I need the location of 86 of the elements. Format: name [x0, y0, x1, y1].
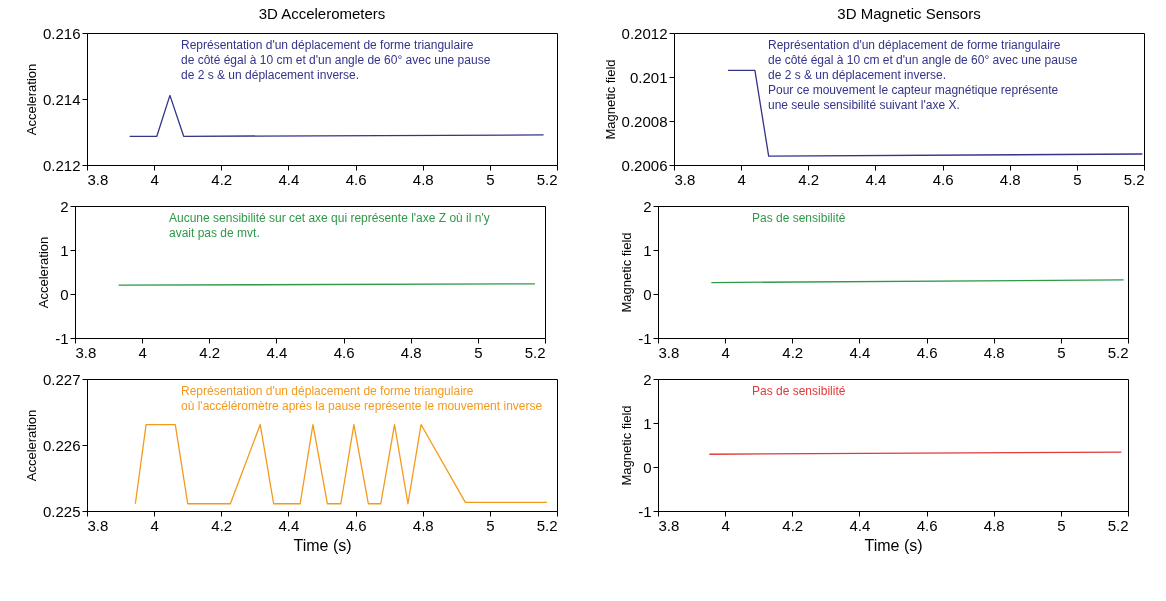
x-tick-label: 5 [1057, 516, 1066, 534]
chart-title: 3D Magnetic Sensors [837, 5, 981, 22]
y-axis-title: Acceleration [23, 409, 39, 482]
y-axis-title: Acceleration [36, 236, 52, 309]
x-tick-label: 3.8 [658, 343, 680, 361]
y-axis-title: Magnetic field [619, 232, 635, 313]
y-tick-label: 0.212 [42, 156, 81, 174]
y-tick-label: 1 [60, 241, 69, 259]
y-tick-label: 0.214 [42, 90, 81, 108]
x-tick-label: 5.2 [1123, 170, 1145, 188]
x-tick-label: 4.6 [916, 516, 938, 534]
annotation: Représentation d'un déplacement de forme triangulaire où l'accéléromètre après la pause représente le mouvement inverse [181, 383, 543, 413]
x-tick-label: 4.8 [983, 343, 1005, 361]
x-tick-label: 4 [721, 343, 730, 361]
x-tick-label: 3.8 [674, 170, 696, 188]
x-tick-label: 4.4 [849, 343, 871, 361]
x-tick-label: 4 [138, 343, 147, 361]
x-tick-label: 4.2 [798, 170, 820, 188]
y-axis-title: Magnetic field [602, 59, 618, 140]
annotation: Représentation d'un déplacement de forme triangulaire de côté égal à 10 cm et d'un angle de 60° avec une pause de 2 s & un déplacement inverse. Pour ce mouvement le capteur magnétique représente une seule sensibilité suivant l'axe X. [768, 37, 1078, 112]
x-tick-label: 4.2 [782, 516, 804, 534]
x-tick-label: 4 [150, 170, 159, 188]
x-tick-label: 4 [721, 516, 730, 534]
x-tick-label: 5.2 [536, 170, 558, 188]
annotation: Pas de sensibilité [752, 210, 846, 225]
x-tick-label: 3.8 [87, 170, 109, 188]
y-tick-label: 0 [643, 458, 652, 476]
y-tick-label: 0.2006 [621, 156, 668, 174]
chart-title: 3D Accelerometers [258, 5, 386, 22]
annotation: Représentation d'un déplacement de forme triangulaire de côté égal à 10 cm et d'un angle de 60° avec une pause de 2 s & un déplacement inverse. [181, 37, 491, 82]
x-tick-label: 4.4 [266, 343, 288, 361]
x-tick-label: 4 [150, 516, 159, 534]
x-tick-label: 4.2 [199, 343, 221, 361]
x-axis-title: Time (s) [864, 536, 923, 554]
annotation: Pas de sensibilité [752, 383, 846, 398]
y-tick-label: 0 [643, 285, 652, 303]
x-tick-label: 4.8 [999, 170, 1021, 188]
y-tick-label: 1 [643, 414, 652, 432]
y-tick-label: 0.2008 [621, 112, 668, 130]
x-tick-label: 5 [486, 170, 495, 188]
x-tick-label: 5.2 [536, 516, 558, 534]
y-tick-label: 0.226 [42, 436, 81, 454]
y-tick-label: 2 [60, 197, 69, 215]
x-tick-label: 4.8 [400, 343, 422, 361]
x-tick-label: 4.2 [211, 170, 233, 188]
x-tick-label: 3.8 [658, 516, 680, 534]
x-tick-label: 3.8 [75, 343, 97, 361]
annotation: Aucune sensibilité sur cet axe qui représente l'axe Z où il n'y avait pas de mvt. [169, 210, 490, 240]
y-tick-label: -1 [638, 502, 652, 520]
x-tick-label: 4 [737, 170, 746, 188]
x-tick-label: 5 [1057, 343, 1066, 361]
y-tick-label: 0.225 [42, 502, 81, 520]
x-axis-title: Time (s) [293, 536, 352, 554]
y-tick-label: 0.2012 [621, 24, 668, 42]
x-tick-label: 4.4 [278, 516, 300, 534]
x-tick-label: 4.8 [412, 170, 434, 188]
y-tick-label: 0 [60, 285, 69, 303]
y-axis-title: Acceleration [23, 63, 39, 136]
y-tick-label: 0.216 [42, 24, 81, 42]
y-tick-label: -1 [55, 329, 69, 347]
y-tick-label: 1 [643, 241, 652, 259]
y-tick-label: 0.201 [629, 68, 668, 86]
y-tick-label: 2 [643, 370, 652, 388]
y-tick-label: 2 [643, 197, 652, 215]
x-tick-label: 4.6 [345, 170, 367, 188]
x-tick-label: 4.4 [278, 170, 300, 188]
x-tick-label: 4.8 [983, 516, 1005, 534]
x-tick-label: 5.2 [524, 343, 546, 361]
x-tick-label: 3.8 [87, 516, 109, 534]
x-tick-label: 5 [1073, 170, 1082, 188]
x-tick-label: 5.2 [1107, 343, 1129, 361]
x-tick-label: 5.2 [1107, 516, 1129, 534]
x-tick-label: 4.6 [916, 343, 938, 361]
x-tick-label: 4.6 [345, 516, 367, 534]
x-tick-label: 4.8 [412, 516, 434, 534]
x-tick-label: 4.2 [211, 516, 233, 534]
x-tick-label: 5 [486, 516, 495, 534]
x-tick-label: 4.6 [932, 170, 954, 188]
x-tick-label: 5 [474, 343, 483, 361]
x-tick-label: 4.4 [849, 516, 871, 534]
x-tick-label: 4.6 [333, 343, 355, 361]
y-tick-label: -1 [638, 329, 652, 347]
y-tick-label: 0.227 [42, 370, 81, 388]
x-tick-label: 4.2 [782, 343, 804, 361]
x-tick-label: 4.4 [865, 170, 887, 188]
y-axis-title: Magnetic field [619, 405, 635, 486]
